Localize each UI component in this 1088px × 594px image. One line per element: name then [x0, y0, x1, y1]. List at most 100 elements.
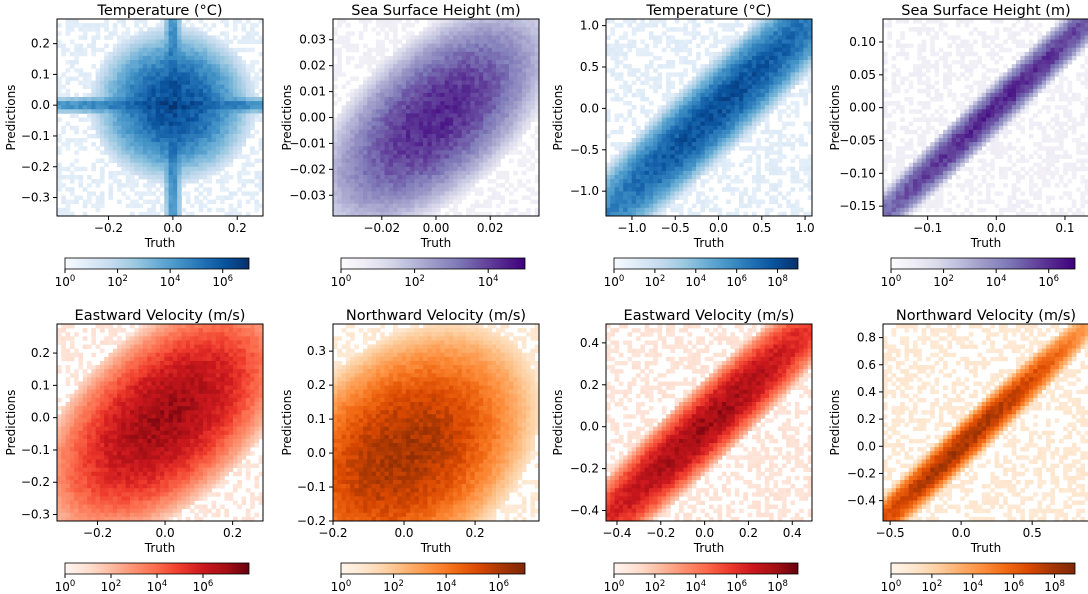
heatmap-cell	[121, 88, 127, 94]
heatmap-cell	[245, 105, 251, 110]
heatmap-cell	[185, 80, 191, 86]
heatmap-cell	[517, 183, 523, 188]
heatmap-cell	[117, 92, 122, 98]
heatmap-cell	[640, 88, 645, 94]
heatmap-cell	[134, 105, 139, 110]
heatmap-cell	[198, 19, 204, 24]
heatmap-cell	[726, 109, 731, 114]
heatmap-cell	[181, 92, 187, 98]
heatmap-cell	[65, 101, 71, 106]
heatmap-cell	[517, 117, 523, 122]
heatmap-cell	[687, 174, 693, 180]
heatmap-cell	[631, 19, 637, 24]
heatmap-cell	[696, 121, 701, 127]
heatmap-cell	[405, 133, 411, 139]
heatmap-cell	[211, 60, 217, 65]
heatmap-cell	[704, 96, 710, 102]
heatmap-cell	[155, 51, 161, 57]
heatmap-cell	[341, 117, 347, 122]
heatmap-cell	[168, 166, 174, 172]
heatmap-cell	[91, 23, 96, 28]
heatmap-cell	[69, 179, 75, 184]
heatmap-cell	[610, 174, 615, 180]
heatmap-cell	[457, 101, 463, 106]
heatmap-cell	[678, 211, 684, 217]
heatmap-cell	[245, 39, 251, 44]
heatmap-cell	[375, 113, 381, 118]
heatmap-cell	[674, 207, 680, 213]
plot-frame	[56, 18, 264, 217]
heatmap-cell	[117, 96, 122, 102]
heatmap-cell	[237, 179, 242, 184]
heatmap-cell	[350, 129, 355, 135]
heatmap-cell	[345, 43, 351, 49]
heatmap-cell	[87, 80, 92, 86]
heatmap-cell	[636, 92, 641, 98]
heatmap-cell	[623, 170, 628, 176]
heatmap-cell	[709, 51, 714, 57]
heatmap-cell	[474, 146, 480, 151]
heatmap-cell	[224, 125, 230, 131]
heatmap-cell	[198, 117, 204, 122]
heatmap-cell	[743, 125, 748, 131]
heatmap-cell	[640, 105, 645, 110]
heatmap-cell	[194, 187, 199, 192]
heatmap-cell	[232, 109, 238, 114]
heatmap-cell	[232, 133, 238, 139]
heatmap-cell	[74, 158, 79, 163]
heatmap-cell	[185, 146, 191, 151]
heatmap-cell	[177, 43, 182, 49]
heatmap-cell	[99, 199, 105, 205]
heatmap-cell	[648, 76, 654, 81]
heatmap-cell	[211, 109, 217, 114]
heatmap-cell	[496, 138, 501, 143]
heatmap-cell	[440, 174, 445, 180]
heatmap-cell	[623, 84, 628, 90]
heatmap-cell	[371, 96, 377, 102]
heatmap-cell	[185, 125, 191, 131]
heatmap-cell	[375, 51, 381, 57]
heatmap-cell	[134, 31, 139, 36]
heatmap-cell	[384, 96, 390, 102]
heatmap-cell	[250, 121, 255, 127]
heatmap-cell	[337, 64, 342, 69]
heatmap-cell	[134, 170, 139, 176]
heatmap-cell	[483, 72, 488, 77]
heatmap-cell	[380, 55, 385, 61]
heatmap-cell	[181, 51, 187, 57]
heatmap-cell	[457, 170, 463, 176]
heatmap-cell	[747, 43, 753, 49]
heatmap-cell	[521, 39, 527, 44]
heatmap-cell	[700, 146, 706, 151]
heatmap-cell	[687, 125, 693, 131]
heatmap-cell	[730, 64, 736, 69]
heatmap-cell	[405, 174, 411, 180]
heatmap-cell	[691, 150, 697, 155]
heatmap-cell	[198, 92, 204, 98]
heatmap-cell	[350, 76, 355, 81]
heatmap-cell	[526, 113, 531, 118]
heatmap-cell	[743, 211, 748, 217]
heatmap-cell	[190, 162, 195, 168]
heatmap-cell	[337, 35, 342, 40]
heatmap-cell	[504, 146, 510, 151]
heatmap-cell	[427, 125, 433, 131]
heatmap-cell	[508, 47, 514, 53]
heatmap-cell	[202, 179, 208, 184]
heatmap-cell	[461, 96, 467, 102]
heatmap-cell	[414, 150, 420, 155]
heatmap-cell	[431, 60, 437, 65]
heatmap-cell	[631, 72, 637, 77]
heatmap-cell	[164, 23, 169, 28]
heatmap-cell	[453, 138, 458, 143]
heatmap-cell	[134, 117, 139, 122]
heatmap-cell	[138, 101, 144, 106]
heatmap-cell	[91, 117, 96, 122]
heatmap-cell	[181, 179, 187, 184]
heatmap-cell	[470, 183, 475, 188]
heatmap-cell	[99, 80, 105, 86]
heatmap-cell	[393, 183, 398, 188]
heatmap-cell	[427, 47, 433, 53]
heatmap-cell	[228, 203, 234, 209]
heatmap-cell	[384, 60, 390, 65]
